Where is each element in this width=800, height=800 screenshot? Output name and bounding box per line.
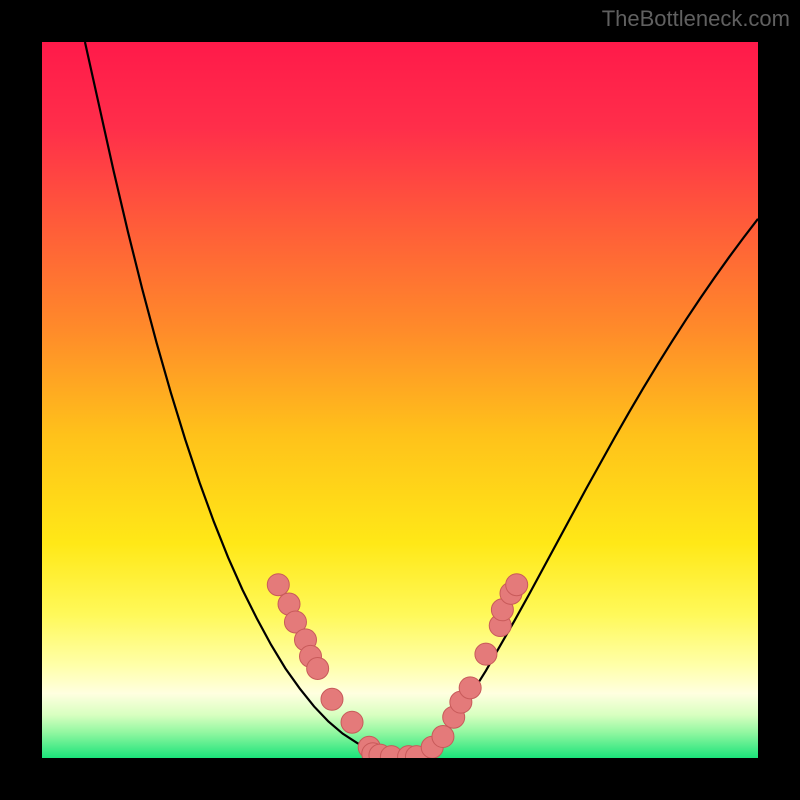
data-marker <box>432 726 454 748</box>
bottleneck-curve <box>85 42 758 757</box>
data-marker <box>307 658 329 680</box>
data-marker <box>475 643 497 665</box>
chart-overlay <box>42 42 758 758</box>
data-marker <box>341 711 363 733</box>
plot-area <box>42 42 758 758</box>
data-marker <box>506 574 528 596</box>
data-marker <box>321 688 343 710</box>
data-marker <box>267 574 289 596</box>
watermark-text: TheBottleneck.com <box>602 6 790 32</box>
data-marker <box>459 677 481 699</box>
